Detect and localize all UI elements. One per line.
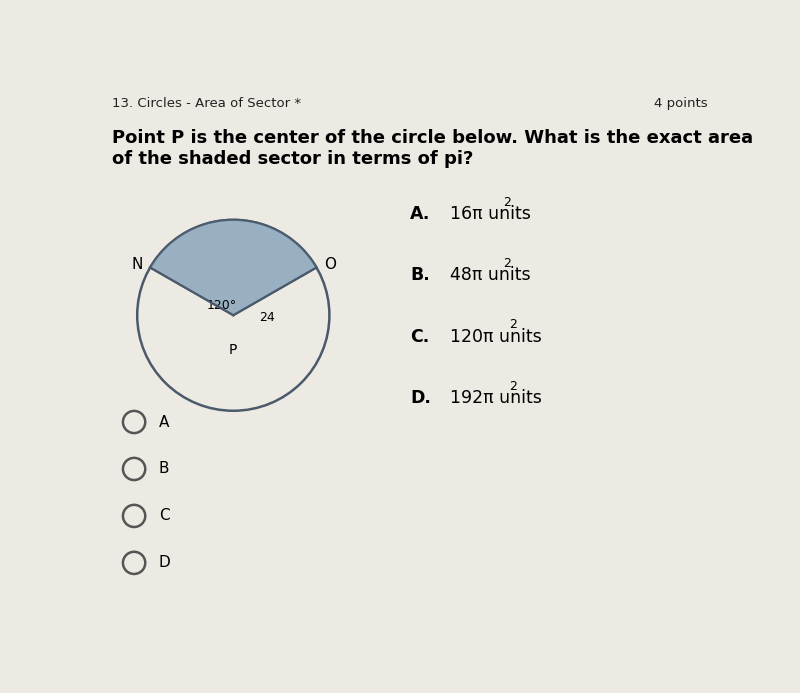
Text: 2: 2 [503,195,511,209]
Text: D.: D. [410,389,431,407]
Text: D: D [159,555,170,570]
Text: 2: 2 [509,380,517,393]
Text: 16π units: 16π units [450,205,531,223]
Text: 192π units: 192π units [450,389,542,407]
Text: O: O [324,257,336,272]
Text: A: A [159,414,170,430]
Text: of the shaded sector in terms of pi?: of the shaded sector in terms of pi? [112,150,474,168]
Text: C.: C. [410,328,430,346]
Text: 2: 2 [509,318,517,331]
Text: N: N [131,257,142,272]
Text: P: P [229,343,238,357]
Text: A.: A. [410,205,430,223]
Text: Point P is the center of the circle below. What is the exact area: Point P is the center of the circle belo… [112,128,754,146]
Text: B.: B. [410,266,430,284]
Text: 48π units: 48π units [450,266,531,284]
Text: 13. Circles - Area of Sector *: 13. Circles - Area of Sector * [112,96,302,109]
Text: 24: 24 [259,311,275,324]
Text: 120°: 120° [207,299,238,312]
Text: 2: 2 [503,257,511,270]
Polygon shape [150,220,317,315]
Text: C: C [159,509,170,523]
Text: 4 points: 4 points [654,96,708,109]
Text: B: B [159,462,170,477]
Text: 120π units: 120π units [450,328,542,346]
